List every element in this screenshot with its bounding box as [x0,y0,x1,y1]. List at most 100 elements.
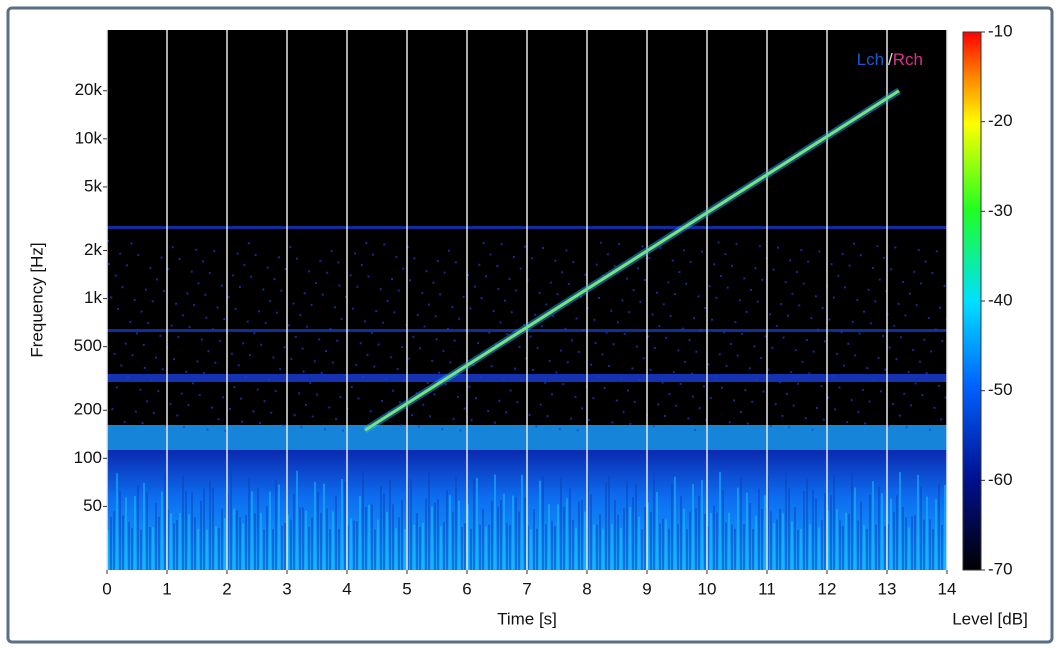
noise-stripe [176,520,178,570]
noise-dot [340,317,343,320]
noise-dot [691,395,694,398]
noise-stripe [749,503,751,570]
noise-stripe [296,470,298,570]
noise-stripe [854,487,856,570]
noise-stripe [476,477,478,570]
noise-dot [844,286,847,289]
noise-stripe [596,524,598,570]
noise-dot [538,291,541,294]
noise-dot [794,349,797,352]
noise-dot [452,417,455,420]
noise-dot [918,360,921,363]
x-tick-label: 10 [698,579,717,598]
noise-stripe [143,482,145,570]
noise-dot [318,338,321,341]
noise-dot [873,378,876,381]
noise-dot [629,422,632,425]
noise-stripe [566,498,568,570]
noise-dot [243,264,246,267]
noise-dot [574,395,577,398]
noise-stripe [290,519,292,570]
noise-stripe [563,506,565,570]
noise-dot [558,427,561,430]
noise-dot [894,246,897,249]
noise-dot [256,388,259,391]
noise-dot [788,426,791,429]
noise-dot [301,347,304,350]
noise-dot [627,389,630,392]
noise-dot [330,249,333,252]
noise-dot [156,278,159,281]
noise-dot [545,303,548,306]
noise-dot [925,372,928,375]
noise-dot [140,310,143,313]
noise-stripe [404,528,406,570]
noise-stripe [167,509,169,570]
noise-dot [549,281,552,284]
noise-dot [412,335,415,338]
noise-dot [308,270,311,273]
noise-dot [781,414,784,417]
noise-dot [736,354,739,357]
noise-dot [373,365,376,368]
noise-dot [672,371,675,374]
noise-stripe [911,516,913,570]
noise-dot [434,315,437,318]
noise-dot [892,403,895,406]
noise-dot [615,399,618,402]
noise-dot [738,299,741,302]
x-tick-label: 11 [758,579,776,598]
noise-stripe [674,476,676,570]
noise-dot [859,254,862,257]
noise-dot [907,370,910,373]
noise-dot [576,429,579,432]
noise-dot [804,417,807,420]
y-tick-label: 5k [84,176,102,195]
noise-stripe [845,512,847,570]
noise-dot [748,367,751,370]
noise-stripe [473,479,475,570]
noise-dot [279,368,282,371]
noise-dot [328,406,331,409]
noise-stripe [317,492,319,570]
noise-stripe [314,481,316,570]
noise-dot [167,268,170,271]
noise-dot [741,332,744,335]
noise-dot [923,338,926,341]
noise-dot [520,379,523,382]
noise-dot [397,289,400,292]
noise-stripe [206,529,208,570]
noise-dot [289,246,292,249]
noise-stripe [218,528,220,570]
noise-dot [474,397,477,400]
noise-stripe [194,517,196,570]
noise-stripe [410,479,412,570]
noise-dot [134,410,137,413]
noise-dot [514,367,517,370]
noise-dot [246,320,249,323]
noise-dot [349,274,352,277]
noise-dot [847,342,850,345]
noise-dot [139,388,142,391]
noise-dot [801,360,804,363]
noise-stripe [725,522,727,570]
noise-dot [264,321,267,324]
noise-dot [934,328,937,331]
noise-dot [592,397,595,400]
noise-dot [601,353,604,356]
noise-stripe [332,511,334,570]
noise-stripe [503,493,505,570]
noise-dot [415,392,418,395]
noise-stripe [119,491,121,570]
noise-stripe [836,509,838,570]
noise-stripe [680,496,682,570]
noise-stripe [221,508,223,570]
noise-dot [288,324,291,327]
noise-stripe [260,512,262,570]
noise-stripe [215,526,217,570]
noise-dot [756,300,759,303]
noise-dot [661,381,664,384]
noise-dot [196,360,199,363]
y-tick-label: 50 [83,496,102,515]
noise-dot [858,332,861,335]
